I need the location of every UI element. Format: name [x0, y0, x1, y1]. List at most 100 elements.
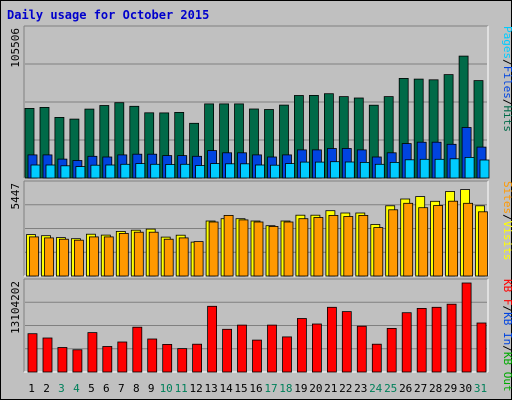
- bar-kb-f: [222, 328, 233, 373]
- x-tick-label: 9: [148, 382, 155, 395]
- bar-sites: [403, 202, 414, 277]
- bar-kb-f: [42, 337, 53, 373]
- right-label-part: Visits: [501, 221, 512, 261]
- bar-kb-f: [326, 306, 337, 373]
- bar-sites: [59, 238, 69, 277]
- bar-sites: [433, 205, 444, 277]
- right-series-labels: Pages/Files/Hits: [501, 26, 512, 132]
- bar-sites: [103, 236, 114, 277]
- x-tick-label: 11: [175, 382, 188, 395]
- bar-sites: [133, 231, 144, 277]
- bar-pages: [165, 164, 176, 179]
- bar-kb-f: [461, 282, 472, 373]
- bar-kb-f: [72, 349, 83, 373]
- x-tick-label: 17: [264, 382, 277, 395]
- x-tick-label: 4: [73, 382, 80, 395]
- bar-pages: [210, 163, 221, 179]
- bar-kb-f: [207, 305, 218, 373]
- x-tick-label: 5: [88, 382, 95, 395]
- bar-kb-f: [27, 333, 38, 373]
- bar-sites: [478, 211, 488, 277]
- bar-kb-f: [147, 338, 158, 373]
- x-tick-label: 13: [204, 382, 217, 395]
- bar-pages: [374, 163, 385, 179]
- right-label-part: KB Out: [501, 352, 512, 392]
- bar-kb-f: [416, 307, 427, 373]
- bar-sites: [178, 237, 189, 277]
- x-tick-label: 8: [133, 382, 140, 395]
- bar-kb-f: [476, 322, 487, 373]
- bar-pages: [105, 164, 116, 179]
- bar-kb-f: [177, 348, 188, 373]
- bar-sites: [74, 239, 84, 277]
- bar-sites: [89, 236, 99, 277]
- bar-pages: [479, 159, 490, 179]
- x-tick-label: 3: [58, 382, 65, 395]
- panel-visits-sites: 5447 Sites/Visits: [9, 180, 512, 277]
- bar-pages: [464, 156, 475, 179]
- x-tick-label: 30: [459, 382, 472, 395]
- bar-sites: [313, 217, 324, 277]
- bar-sites: [29, 236, 39, 277]
- bar-kb-f: [252, 339, 262, 373]
- right-label-part: /: [501, 345, 512, 352]
- bar-sites: [463, 202, 474, 277]
- bar-pages: [225, 163, 236, 179]
- bar-kb-f: [57, 347, 68, 373]
- y-max-label: 13104202: [9, 281, 22, 334]
- x-tick-label: 19: [294, 382, 307, 395]
- bar-kb-f: [311, 323, 322, 373]
- bar-sites: [283, 221, 294, 277]
- bar-kb-f: [371, 343, 382, 373]
- bar-pages: [419, 158, 430, 179]
- x-tick-label: 29: [444, 382, 457, 395]
- bar-sites: [118, 232, 129, 277]
- x-tick-label: 20: [309, 382, 322, 395]
- bar-kb-f: [267, 324, 277, 373]
- bar-kb-f: [192, 343, 203, 373]
- right-label-part: KB In: [501, 312, 512, 345]
- bar-sites: [343, 216, 354, 277]
- bar-pages: [135, 163, 146, 179]
- bar-kb-f: [162, 343, 173, 373]
- bar-sites: [208, 221, 219, 277]
- x-tick-label: 23: [354, 382, 367, 395]
- bar-sites: [388, 209, 399, 277]
- bar-kb-f: [282, 336, 292, 373]
- x-tick-label: 22: [339, 382, 352, 395]
- right-series-labels: KB F/KB In/KB Out: [501, 279, 512, 392]
- bar-sites: [223, 214, 234, 277]
- bar-pages: [60, 165, 71, 179]
- bar-pages: [314, 161, 325, 179]
- bar-sites: [418, 207, 429, 277]
- x-tick-label: 12: [189, 382, 202, 395]
- x-tick-label: 31: [474, 382, 487, 395]
- right-label-part: Hits: [501, 106, 512, 133]
- bar-kb-f: [237, 324, 247, 373]
- x-tick-label: 18: [279, 382, 292, 395]
- right-label-part: /: [501, 214, 512, 221]
- bar-sites: [148, 231, 159, 277]
- bar-pages: [150, 163, 161, 179]
- x-tick-label: 2: [43, 382, 50, 395]
- right-label-part: KB F: [501, 279, 512, 306]
- x-tick-label: 16: [249, 382, 262, 395]
- y-max-label: 105506: [9, 28, 22, 68]
- right-series-labels: Sites/Visits: [501, 181, 512, 261]
- bar-kb-f: [296, 318, 307, 373]
- x-tick-label: 28: [429, 382, 442, 395]
- bar-kb-f: [117, 341, 128, 373]
- bar-kb-f: [386, 327, 397, 373]
- bar-pages: [434, 158, 445, 179]
- bar-pages: [329, 161, 340, 179]
- bar-kb-f: [446, 303, 457, 373]
- panel-hits-files-pages: 105506 Pages/Files/Hits: [9, 25, 512, 179]
- x-tick-label: 24: [369, 382, 383, 395]
- x-tick-label: 27: [414, 382, 427, 395]
- bar-sites: [253, 221, 264, 277]
- y-max-label: 5447: [9, 183, 22, 210]
- bar-pages: [195, 165, 206, 179]
- right-label-part: /: [501, 306, 512, 313]
